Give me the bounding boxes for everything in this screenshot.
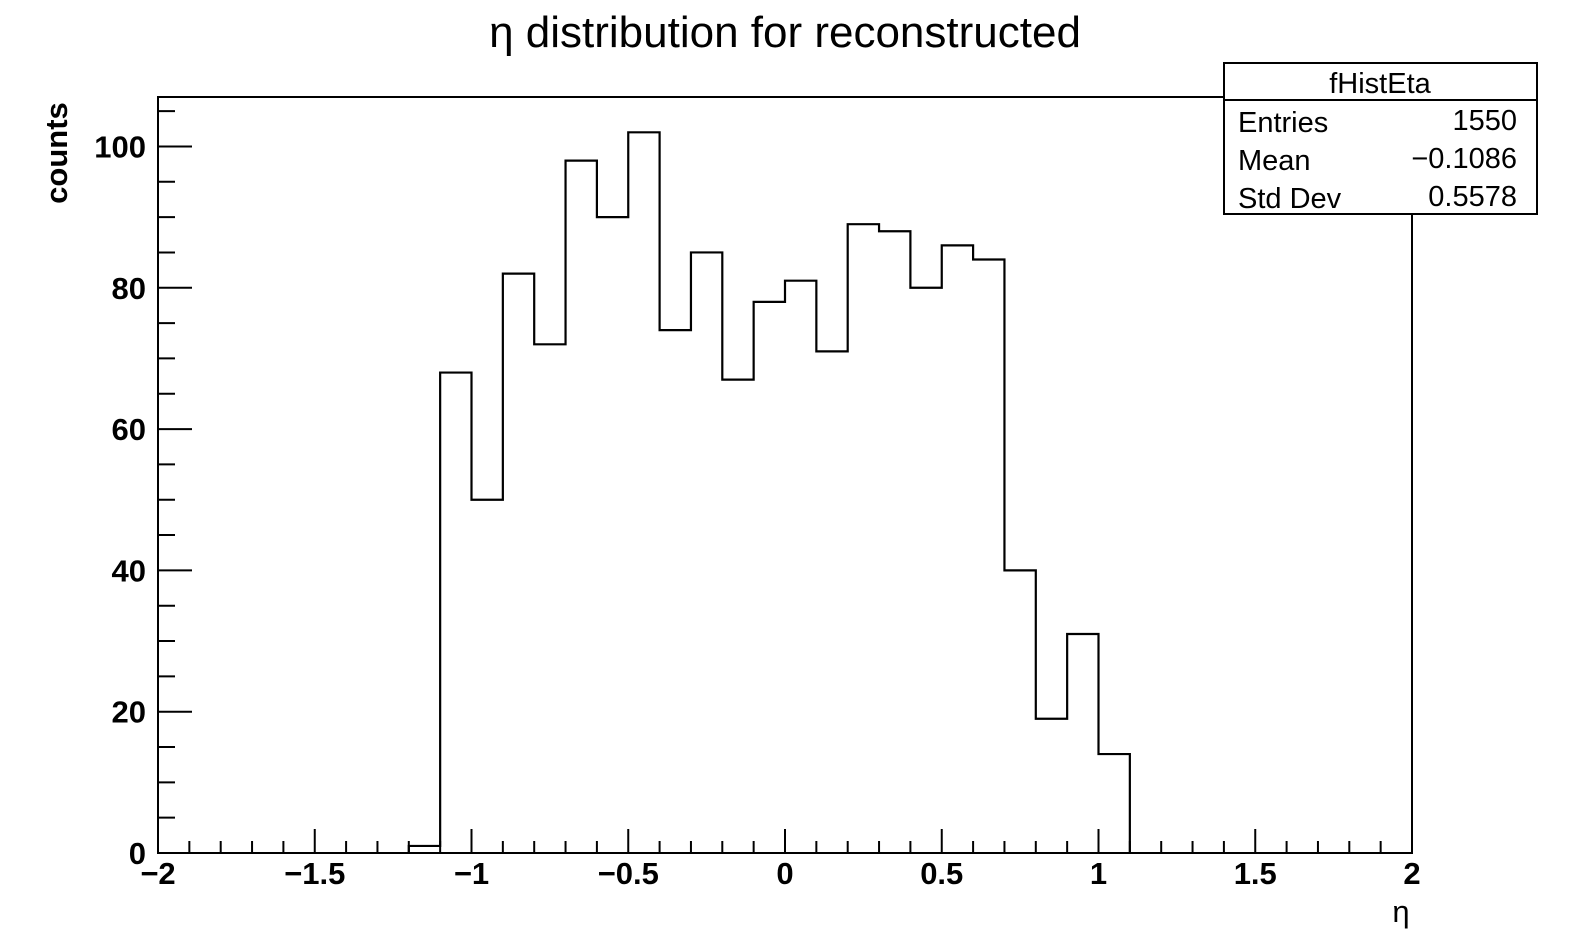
x-tick-label: 2: [1403, 856, 1420, 891]
stats-row-value: 1550: [1452, 105, 1517, 137]
chart-title: η distribution for reconstructed: [489, 8, 1081, 57]
stats-box: fHistEta Entries 1550 Mean −0.1086 Std Dev 0.…: [1223, 62, 1538, 215]
x-tick-label: 0.5: [920, 856, 963, 891]
stats-row-label: Std Dev: [1238, 183, 1342, 215]
x-tick-label: 0: [776, 856, 793, 891]
y-tick-label: 80: [112, 271, 146, 306]
y-tick-label: 100: [94, 129, 146, 164]
x-tick-label: 1.5: [1234, 856, 1277, 891]
stats-box-frame: [1223, 62, 1538, 215]
x-tick-label: −1.5: [284, 856, 345, 891]
stats-row-value: 0.5578: [1428, 181, 1517, 213]
y-axis-title: counts: [39, 102, 74, 204]
x-tick-label: −2: [140, 856, 175, 891]
y-tick-label: 20: [112, 695, 146, 730]
stats-box-title: fHistEta: [1329, 68, 1431, 100]
stats-row-value: −0.1086: [1411, 143, 1517, 175]
y-tick-label: 0: [129, 836, 146, 871]
x-tick-label: 1: [1090, 856, 1107, 891]
x-axis-title: η: [1392, 894, 1409, 929]
x-tick-label: −0.5: [598, 856, 659, 891]
x-tick-label: −1: [454, 856, 489, 891]
y-tick-label: 60: [112, 412, 146, 447]
plot-frame: [157, 96, 1413, 854]
stats-row-label: Mean: [1238, 145, 1311, 177]
stats-row-label: Entries: [1238, 107, 1328, 139]
histogram-series-line: [407, 131, 1131, 853]
y-tick-label: 40: [112, 553, 146, 588]
stats-box-rows: Entries 1550 Mean −0.1086 Std Dev 0.5578: [1238, 105, 1517, 215]
